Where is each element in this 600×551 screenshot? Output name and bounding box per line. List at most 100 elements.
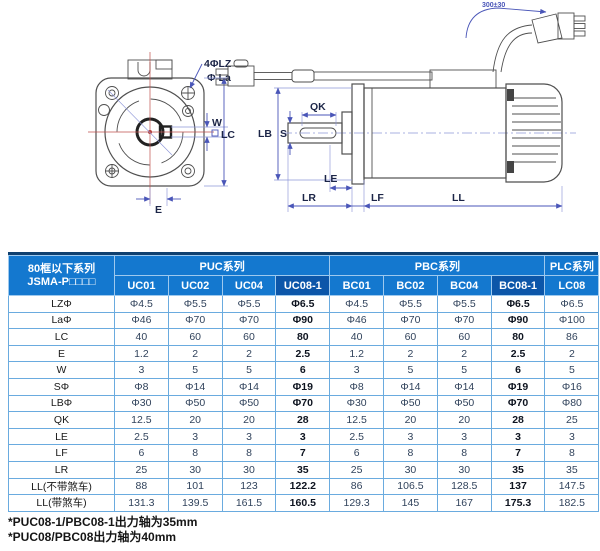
dim-label-cable-length: 300±30 [482, 2, 505, 9]
spec-table: 80框以下系列 JSMA-P□□□□ PUC系列 PBC系列 PLC系列 UC0… [8, 255, 600, 512]
cell-UC08-1: Φ19 [275, 377, 331, 396]
cell-BC04: 30 [436, 460, 492, 479]
cell-UC04: Φ14 [221, 377, 277, 396]
row-label: QK [8, 411, 115, 429]
cell-UC08-1: 80 [275, 328, 331, 346]
cell-UC08-1: 35 [275, 460, 331, 479]
cell-UC04: Φ50 [221, 394, 277, 413]
cell-BC08-1: 3 [490, 427, 546, 446]
cell-BC02: 106.5 [383, 477, 438, 496]
cell-BC04: Φ5.5 [436, 295, 492, 313]
cell-UC04: 161.5 [221, 494, 277, 512]
power-connector [492, 12, 586, 73]
cell-LC08: 25 [544, 411, 600, 429]
cell-UC02: Φ70 [167, 311, 223, 330]
cell-BC01: 1.2 [329, 344, 385, 363]
cell-UC01: 3 [114, 361, 169, 379]
row-label: LC [8, 328, 115, 346]
table-row: LZΦ Φ4.5 Φ5.5 Φ5.5 Φ6.5 Φ4.5 Φ5.5 Φ5.5 Φ6.5 Φ6.5 [8, 295, 600, 313]
cell-UC04: Φ5.5 [221, 295, 277, 313]
cell-LC08: Φ80 [544, 394, 600, 413]
cell-BC01: Φ46 [329, 311, 385, 330]
cell-UC08-1: Φ90 [275, 311, 331, 330]
model-header-BC08-1: BC08-1 [490, 275, 546, 296]
cell-UC01: 40 [114, 328, 169, 346]
footnote-1: *PUC08-1/PBC08-1出力轴为35mm [8, 515, 198, 529]
cell-BC04: 8 [436, 444, 492, 462]
cell-UC01: Φ46 [114, 311, 169, 330]
cell-BC01: 3 [329, 361, 385, 379]
cell-LC08: 147.5 [544, 477, 600, 496]
dim-label-lf: LF [371, 192, 384, 204]
cell-UC02: 20 [167, 411, 223, 429]
cell-BC02: 145 [383, 494, 438, 512]
cell-UC01: 2.5 [114, 427, 169, 446]
cell-BC01: Φ8 [329, 377, 385, 396]
cell-BC04: Φ14 [436, 377, 492, 396]
cell-UC04: 3 [221, 427, 277, 446]
cell-UC01: 1.2 [114, 344, 169, 363]
cell-LC08: 3 [544, 427, 600, 446]
cell-BC08-1: Φ70 [490, 394, 546, 413]
row-label: LBΦ [8, 394, 115, 413]
cell-BC01: 2.5 [329, 427, 385, 446]
cell-UC08-1: 122.2 [275, 477, 331, 496]
cell-UC04: 30 [221, 460, 277, 479]
model-header-row: UC01 UC02 UC04 UC08-1 BC01 BC02 BC04 BC08-1 LC08 [9, 275, 600, 296]
row-label: LF [8, 444, 115, 462]
cell-BC02: 5 [383, 361, 438, 379]
cell-UC08-1: 3 [275, 427, 331, 446]
cell-UC02: 2 [167, 344, 223, 363]
dim-label-keyway-length: QK [310, 101, 326, 113]
spec-table-body: LZΦ Φ4.5 Φ5.5 Φ5.5 Φ6.5 Φ4.5 Φ5.5 Φ5.5 Φ6.5 Φ6.5 L… [8, 295, 600, 512]
dim-label-shaft-offset: E [155, 204, 162, 216]
cell-BC02: Φ14 [383, 377, 438, 396]
footnote-2: *PUC08/PBC08出力轴为40mm [8, 530, 177, 544]
cell-UC04: 8 [221, 444, 277, 462]
cell-BC01: 129.3 [329, 494, 385, 512]
cell-BC04: 2 [436, 344, 492, 363]
cell-UC04: 123 [221, 477, 277, 496]
cell-UC04: 20 [221, 411, 277, 429]
cell-BC02: Φ5.5 [383, 295, 438, 313]
cell-UC01: Φ8 [114, 377, 169, 396]
cell-BC04: 60 [436, 328, 492, 346]
table-row: LR 25 30 30 35 25 30 30 35 35 [8, 460, 600, 479]
table-row: LaΦ Φ46 Φ70 Φ70 Φ90 Φ46 Φ70 Φ70 Φ90 Φ100 [8, 311, 600, 330]
model-header-UC08-1: UC08-1 [275, 275, 331, 296]
cell-BC01: Φ4.5 [329, 295, 385, 313]
cell-UC04: 5 [221, 361, 277, 379]
cell-UC02: Φ50 [167, 394, 223, 413]
cell-UC01: 6 [114, 444, 169, 462]
cell-BC08-1: 28 [490, 411, 546, 429]
cell-LC08: Φ6.5 [544, 295, 600, 313]
cell-BC01: 12.5 [329, 411, 385, 429]
cell-UC08-1: 2.5 [275, 344, 331, 363]
cell-UC02: 3 [167, 427, 223, 446]
table-row: LBΦ Φ30 Φ50 Φ50 Φ70 Φ30 Φ50 Φ50 Φ70 Φ80 [8, 394, 600, 413]
cell-BC01: Φ30 [329, 394, 385, 413]
cell-UC08-1: Φ6.5 [275, 295, 331, 313]
cell-BC01: 86 [329, 477, 385, 496]
series-header-row: 80框以下系列 JSMA-P□□□□ PUC系列 PBC系列 PLC系列 [8, 255, 600, 296]
table-row: LE 2.5 3 3 3 2.5 3 3 3 3 [8, 427, 600, 446]
cell-UC02: Φ5.5 [167, 295, 223, 313]
row-label: LE [8, 427, 115, 446]
cell-BC08-1: 2.5 [490, 344, 546, 363]
model-header-BC01: BC01 [329, 275, 385, 296]
row-label: E [8, 344, 115, 363]
cell-BC08-1: 137 [490, 477, 546, 496]
model-header-UC04: UC04 [221, 275, 277, 296]
cell-UC04: 2 [221, 344, 277, 363]
model-header-BC04: BC04 [436, 275, 492, 296]
cell-UC08-1: Φ70 [275, 394, 331, 413]
table-row: LL(不带煞车) 88 101 123 122.2 86 106.5 128.5 137 147.… [8, 477, 600, 496]
row-label: LZΦ [8, 295, 115, 313]
cell-UC08-1: 7 [275, 444, 331, 462]
cell-BC04: 5 [436, 361, 492, 379]
cell-BC04: Φ50 [436, 394, 492, 413]
cell-UC01: 88 [114, 477, 169, 496]
cell-LC08: Φ100 [544, 311, 600, 330]
dim-label-le: LE [324, 173, 337, 185]
